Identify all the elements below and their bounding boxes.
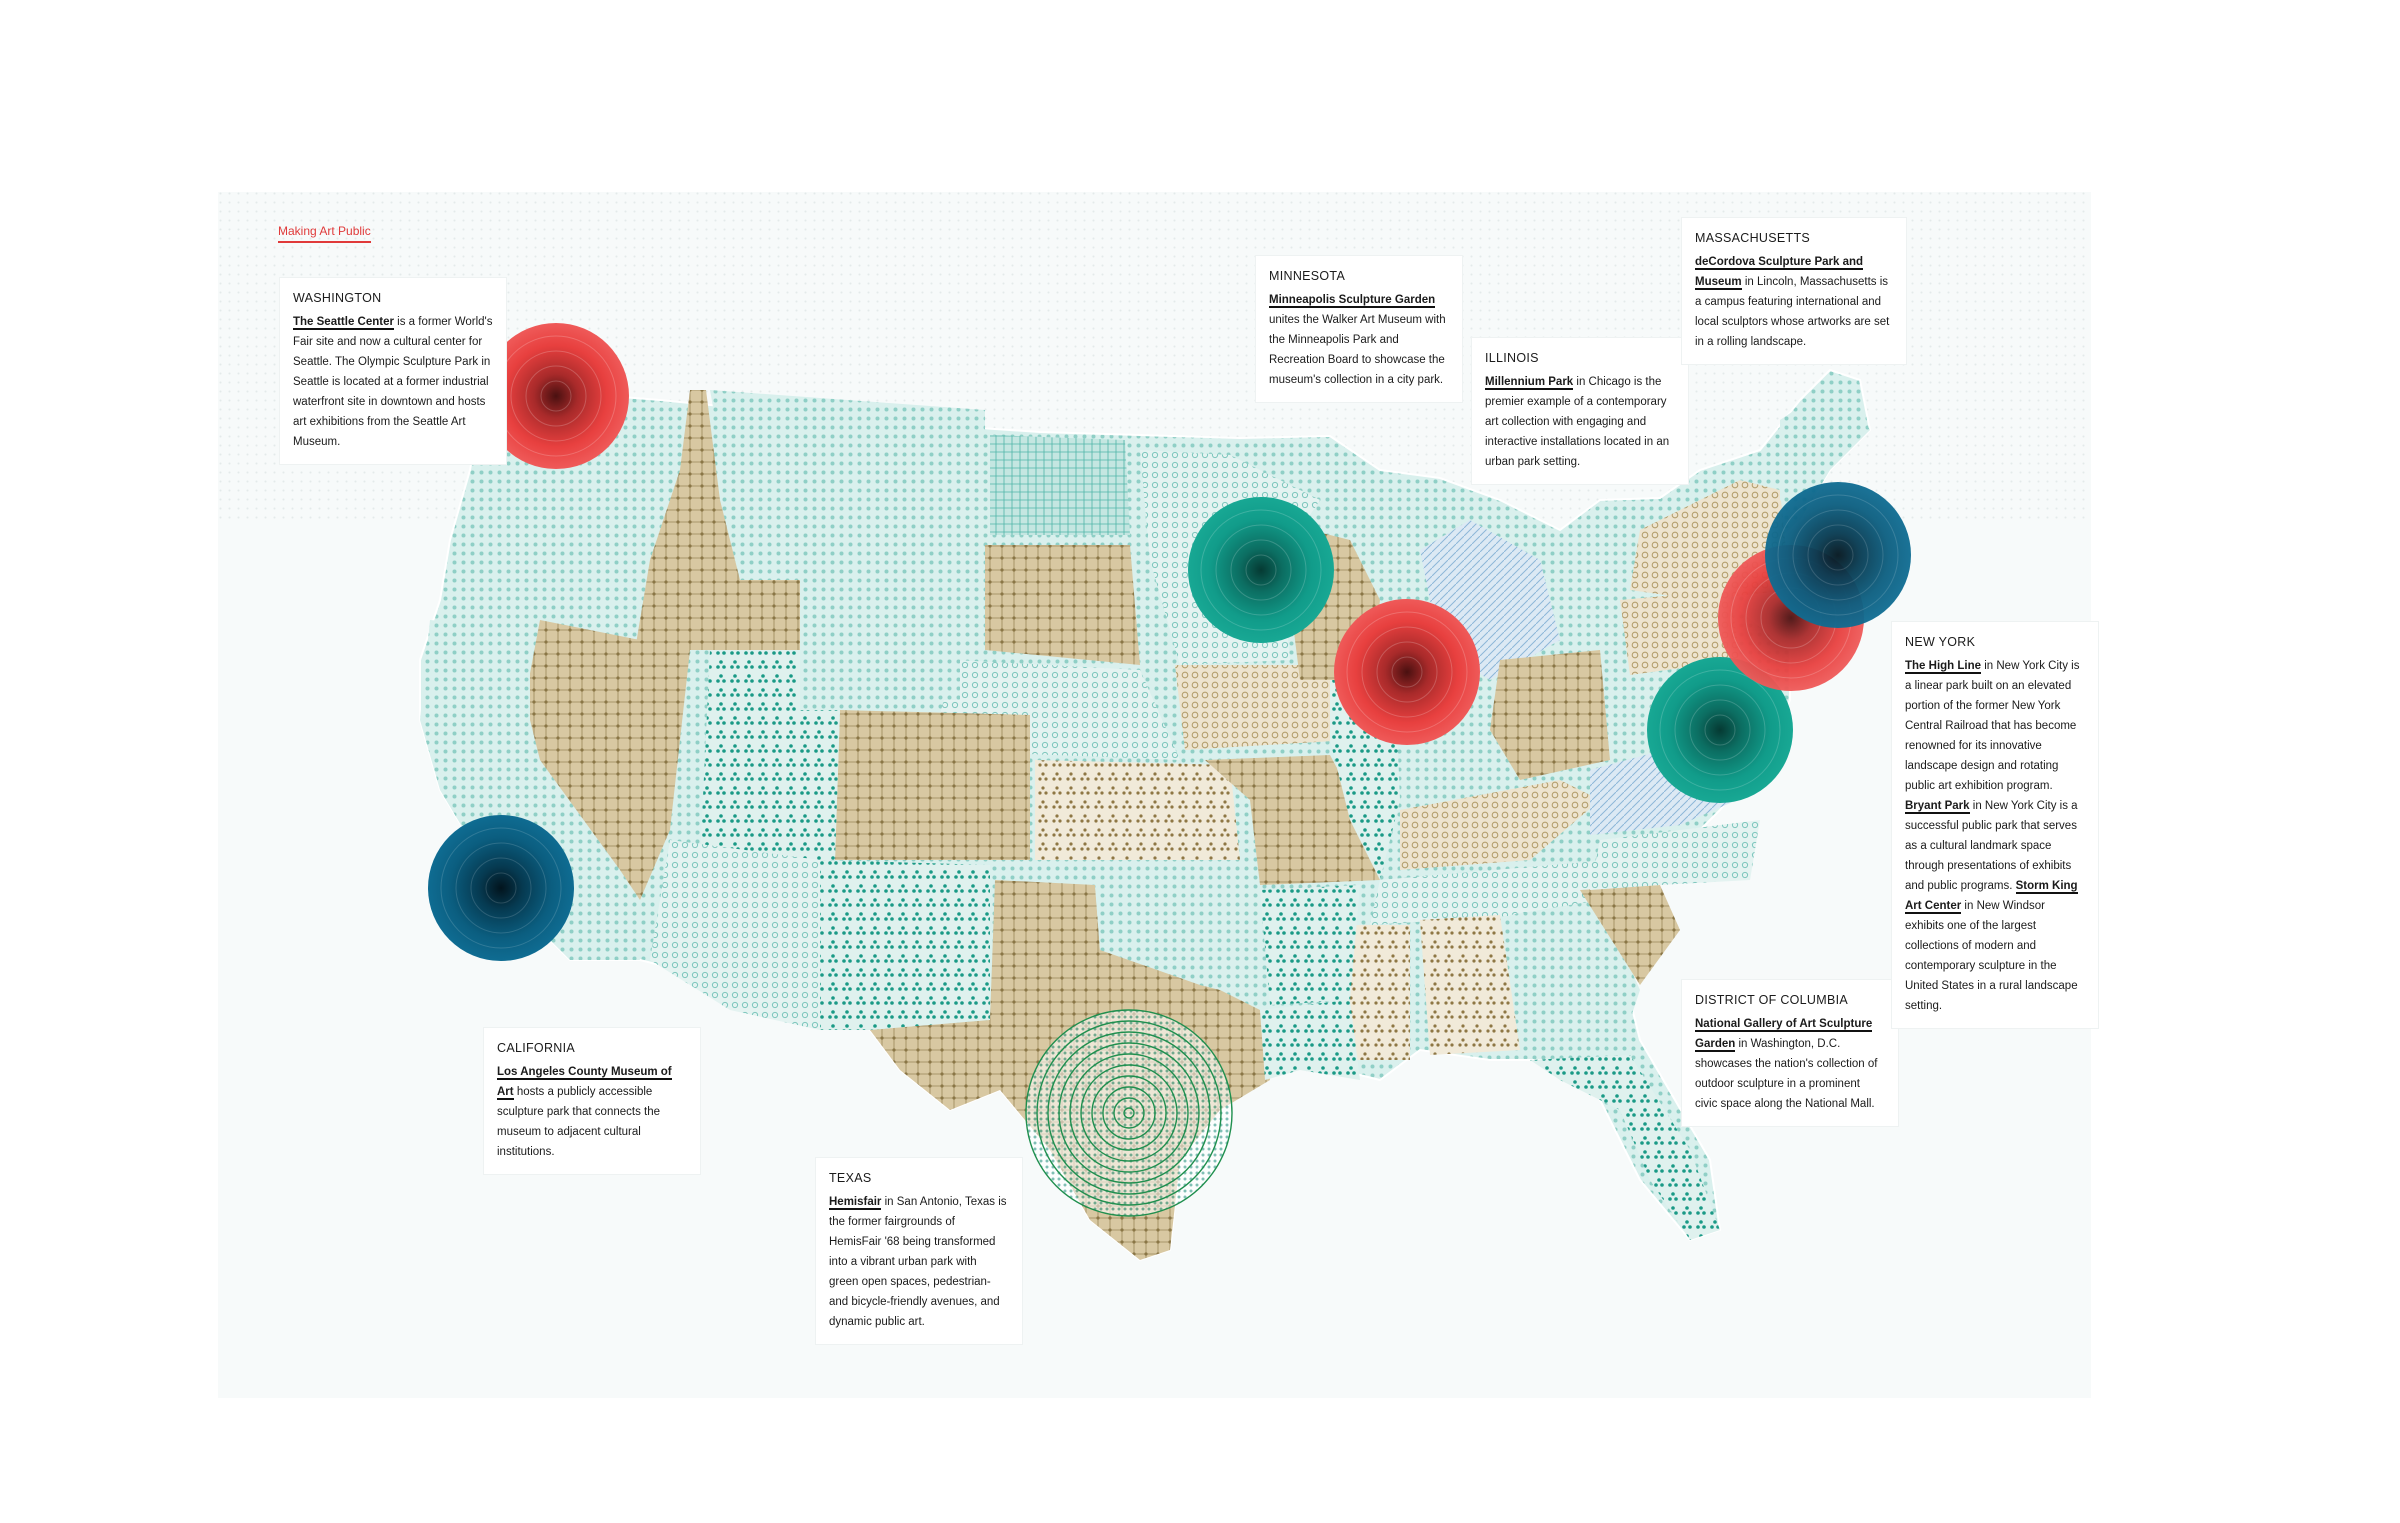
card-state-label: CALIFORNIA bbox=[497, 1041, 576, 1055]
card-description: in Chicago is the premier example of a c… bbox=[1485, 376, 1670, 468]
state-kansas bbox=[1035, 760, 1240, 860]
state-iowa bbox=[1175, 665, 1350, 750]
card-illinois: ILLINOIS Millennium Park in Chicago is t… bbox=[1472, 338, 1688, 484]
state-arkansas bbox=[1260, 885, 1360, 1005]
state-arizona bbox=[650, 840, 820, 1030]
venue-link[interactable]: Storm King Art Center bbox=[1905, 880, 2078, 914]
card-washington: WASHINGTON The Seattle Center is a forme… bbox=[280, 278, 506, 464]
los-angeles-marker bbox=[428, 815, 574, 961]
state-south-carolina bbox=[1580, 885, 1680, 985]
state-florida bbox=[1530, 1055, 1720, 1240]
minneapolis-marker bbox=[1188, 497, 1334, 643]
venue-link[interactable]: Bryant Park bbox=[1905, 800, 1970, 814]
state-idaho bbox=[635, 390, 800, 650]
washington-dc-marker bbox=[1647, 657, 1793, 803]
state-mississippi bbox=[1340, 925, 1410, 1060]
state-ohio bbox=[1490, 650, 1610, 780]
state-north-dakota bbox=[990, 435, 1130, 535]
san-antonio-marker bbox=[1025, 1009, 1233, 1217]
state-nevada bbox=[525, 620, 690, 900]
card-description: in Washington, D.C. showcases the nation… bbox=[1695, 1038, 1878, 1110]
state-utah bbox=[700, 650, 840, 860]
card-texas: TEXAS Hemisfair in San Antonio, Texas is… bbox=[816, 1158, 1022, 1344]
venue-link[interactable]: The High Line bbox=[1905, 660, 1982, 674]
venue-link[interactable]: National Gallery of Art Sculpture Garden bbox=[1695, 1018, 1873, 1052]
state-missouri bbox=[1205, 755, 1380, 885]
card-massachusetts: MASSACHUSETTS deCordova Sculpture Park a… bbox=[1682, 218, 1906, 364]
seattle-marker bbox=[483, 323, 629, 469]
card-state-label: MINNESOTA bbox=[1269, 269, 1346, 283]
card-state-label: ILLINOIS bbox=[1485, 351, 1539, 365]
state-montana bbox=[710, 390, 985, 560]
card-california: CALIFORNIA Los Angeles County Museum of … bbox=[484, 1028, 700, 1174]
card-state-label: NEW YORK bbox=[1905, 635, 1976, 649]
venue-link[interactable]: Millennium Park bbox=[1485, 376, 1574, 390]
chicago-marker bbox=[1334, 599, 1480, 745]
state-colorado bbox=[835, 710, 1030, 860]
card-state-label: MASSACHUSETTS bbox=[1695, 231, 1811, 245]
state-california bbox=[420, 620, 640, 960]
state-wyoming bbox=[805, 560, 960, 700]
state-kentucky bbox=[1400, 780, 1600, 870]
state-pennsylvania bbox=[1620, 590, 1740, 675]
card-description: is a former World's Fair site and now a … bbox=[293, 316, 493, 448]
card-description: unites the Walker Art Museum with the Mi… bbox=[1269, 314, 1446, 386]
venue-link[interactable]: Hemisfair bbox=[829, 1196, 882, 1210]
card-state-label: WASHINGTON bbox=[293, 291, 382, 305]
card-new-york: NEW YORK The High Line in New York City … bbox=[1892, 622, 2098, 1028]
card-state-label: DISTRICT OF COLUMBIA bbox=[1695, 993, 1849, 1007]
state-south-dakota bbox=[985, 545, 1140, 665]
venue-link[interactable]: The Seattle Center bbox=[293, 316, 394, 330]
state-oklahoma bbox=[1095, 870, 1260, 1000]
card-description: in San Antonio, Texas is the former fair… bbox=[829, 1196, 1007, 1328]
venue-link[interactable]: Los Angeles County Museum of Art bbox=[497, 1066, 672, 1100]
venue-link[interactable]: Minneapolis Sculpture Garden bbox=[1269, 294, 1436, 308]
card-district-of-columbia: DISTRICT OF COLUMBIA National Gallery of… bbox=[1682, 980, 1898, 1126]
venue-link[interactable]: deCordova Sculpture Park and Museum bbox=[1695, 256, 1864, 290]
state-alabama bbox=[1420, 915, 1520, 1055]
card-state-label: TEXAS bbox=[829, 1171, 872, 1185]
map-title: Making Art Public bbox=[278, 224, 371, 243]
new-york-marker-blue bbox=[1765, 482, 1911, 628]
state-georgia bbox=[1510, 900, 1640, 1055]
state-new-england bbox=[1780, 380, 1870, 520]
state-north-carolina bbox=[1590, 820, 1760, 890]
card-description: in Lincoln, Massachusetts is a campus fe… bbox=[1695, 276, 1890, 348]
card-minnesota: MINNESOTA Minneapolis Sculpture Garden u… bbox=[1256, 256, 1462, 402]
card-description: in New York City is a linear park built … bbox=[1905, 660, 2080, 792]
state-louisiana bbox=[1260, 1000, 1360, 1080]
card-description: hosts a publicly accessible sculpture pa… bbox=[497, 1086, 661, 1158]
state-new-mexico bbox=[820, 860, 990, 1030]
card-description: in New York City is a successful public … bbox=[1905, 800, 2078, 892]
card-description: in New Windsor exhibits one of the large… bbox=[1905, 900, 2078, 1012]
